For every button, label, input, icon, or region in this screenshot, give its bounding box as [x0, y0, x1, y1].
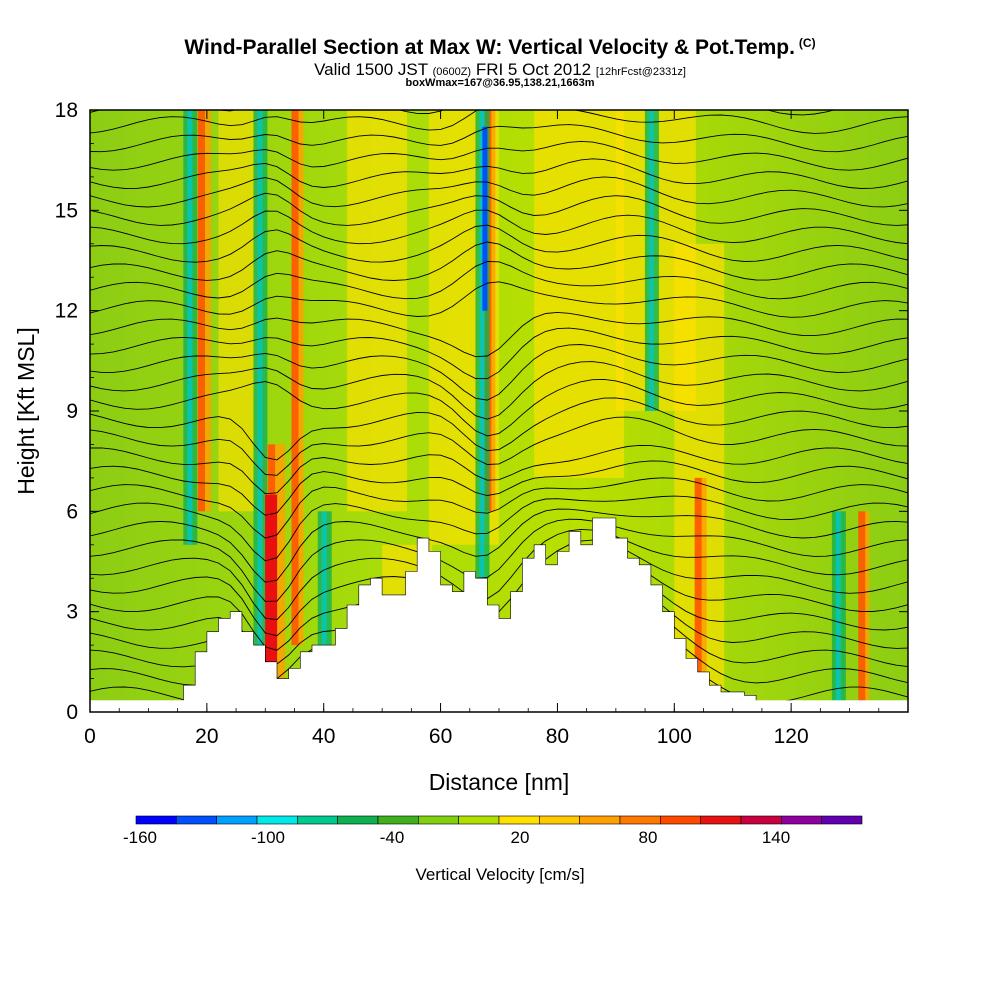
- colorbar-swatch: [297, 815, 338, 825]
- theta-contour: [90, 158, 908, 189]
- downdraft-core: [257, 110, 263, 646]
- colorbar-swatch: [458, 815, 500, 825]
- y-tick-label: 12: [55, 300, 78, 323]
- colorbar-label: -40: [380, 828, 405, 847]
- theta-contour: [90, 261, 908, 300]
- theta-contour: [90, 327, 908, 380]
- colorbar-swatch: [579, 815, 621, 825]
- y-tick-label: 9: [66, 400, 78, 423]
- theta-contour: [90, 528, 908, 621]
- updraft-region: [534, 110, 625, 478]
- y-tick-label: 0: [66, 701, 78, 724]
- colorbar-swatch: [256, 815, 298, 825]
- colorbar-swatch: [821, 815, 863, 825]
- theta-contour: [90, 281, 908, 318]
- colorbar-swatch: [337, 815, 379, 825]
- theta-contour: [90, 416, 908, 476]
- downdraft-core: [187, 110, 193, 545]
- colorbar-swatch: [700, 815, 742, 825]
- subtitle-z: (0600Z): [432, 66, 472, 78]
- theta-contour: [90, 477, 908, 539]
- theta-contour: [90, 460, 908, 516]
- theta-contour: [90, 378, 908, 437]
- theta-contour: [90, 508, 908, 583]
- subtitle-date: FRI 5 Oct 2012: [475, 60, 592, 79]
- downdraft-core: [321, 511, 327, 646]
- x-tick-label: 80: [546, 725, 569, 748]
- theta-contour: [90, 444, 908, 495]
- theta-contour: [90, 224, 908, 263]
- theta-contour: [90, 192, 908, 226]
- updraft-region: [218, 110, 259, 512]
- colorbar-swatch: [377, 815, 419, 825]
- max-updraft-core: [265, 494, 278, 662]
- theta-contour: [90, 110, 908, 134]
- theta-contour: [90, 344, 908, 401]
- x-tick-label: 20: [195, 725, 218, 748]
- theta-contour: [90, 124, 908, 153]
- max-downdraft-core: [482, 126, 488, 311]
- theta-contour: [90, 311, 908, 358]
- colorbar-swatch: [539, 815, 580, 825]
- y-tick-label: 6: [66, 500, 78, 523]
- y-axis-title: Height [Kft MSL]: [13, 327, 39, 494]
- x-tick-label: 120: [774, 725, 809, 748]
- theta-contour: [90, 209, 908, 245]
- chart-subtitle-2: boxWmax=167@36.95,138.21,1663m: [405, 77, 595, 89]
- downdraft-core: [648, 110, 654, 411]
- colorbar-swatch: [660, 815, 701, 825]
- colorbar-label: -160: [123, 828, 157, 847]
- theta-contour: [90, 361, 908, 420]
- colorbar-label: 80: [639, 828, 658, 847]
- x-tick-label: 0: [84, 725, 96, 748]
- subtitle-fcst: [12hrFcst@2331z]: [595, 66, 686, 78]
- y-tick-label: 15: [55, 199, 78, 222]
- colorbar-swatch: [740, 815, 782, 825]
- x-axis-title: Distance [nm]: [429, 769, 570, 795]
- axes: 0 20 40 60 80 100 120 0 3 6 9 12 15 18 Distance [nm] He…: [13, 99, 909, 795]
- colorbar-swatch: [619, 815, 661, 825]
- downdraft-core: [479, 110, 485, 579]
- chart-subtitle: Valid 1500 JST (0600Z) FRI 5 Oct 2012 [1…: [0, 60, 1000, 80]
- title-tag: (C): [798, 36, 816, 50]
- theta-contour: [90, 397, 908, 461]
- chart-title: Wind-Parallel Section at Max W: Vertical…: [184, 36, 816, 59]
- theta-contour: [90, 140, 908, 171]
- theta-contour: [90, 176, 908, 208]
- subtitle-main: Valid 1500 JST: [314, 60, 428, 79]
- updraft-core: [694, 477, 702, 712]
- y-tick-label: 18: [55, 99, 78, 122]
- x-tick-label: 100: [657, 725, 692, 748]
- theta-contour: [90, 495, 908, 562]
- theta-contour: [90, 518, 908, 602]
- colorbar-swatch: [418, 815, 459, 825]
- updraft-region: [347, 110, 408, 512]
- colorbar-swatch: [216, 815, 258, 825]
- colorbar-label: 20: [511, 828, 530, 847]
- colorbar-swatch: [781, 815, 822, 825]
- plot-area: [90, 110, 908, 712]
- x-tick-label: 40: [312, 725, 335, 748]
- colorbar: -160 -100 -40 20 80 140 Vertical Velocity [cm/…: [123, 815, 863, 884]
- updraft-core: [291, 110, 299, 646]
- theta-contour: [90, 241, 908, 281]
- downdraft-core: [835, 511, 841, 712]
- colorbar-label: 140: [762, 828, 790, 847]
- colorbar-title: Vertical Velocity [cm/s]: [415, 865, 584, 884]
- terrain: [90, 517, 908, 712]
- colorbar-swatch: [498, 815, 540, 825]
- colorbar-swatch: [176, 815, 217, 825]
- terrain-base: [90, 700, 908, 712]
- colorbar-label: -100: [251, 828, 285, 847]
- colorbar-swatch: [135, 815, 177, 825]
- y-tick-label: 3: [66, 601, 78, 624]
- x-tick-label: 60: [429, 725, 452, 748]
